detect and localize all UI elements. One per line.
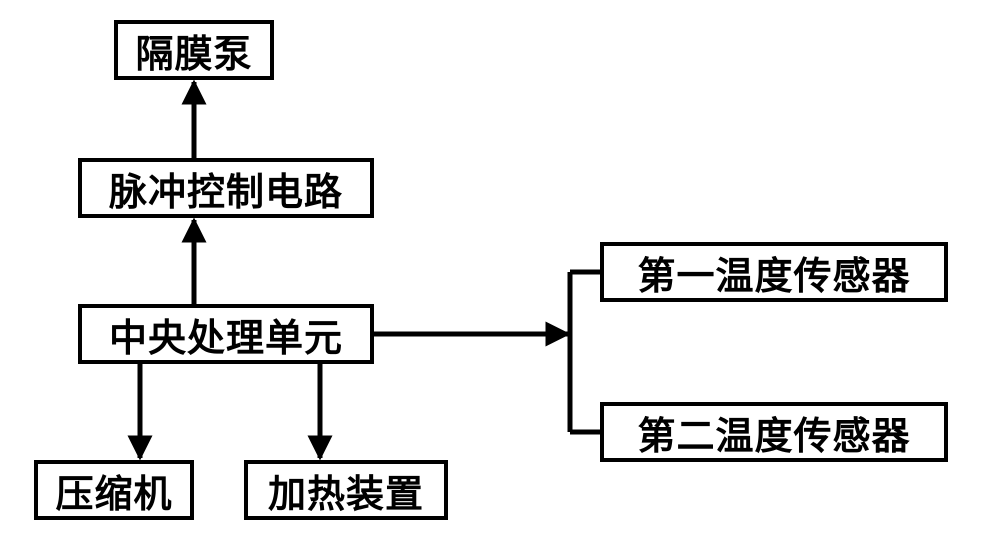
diagram-canvas: 隔膜泵 脉冲控制电路 中央处理单元 压缩机 加热装置 第一温度传感器 第二温度传… bbox=[0, 0, 1000, 560]
edge-cpu-to-temp-sensors bbox=[374, 272, 600, 432]
edges-layer bbox=[0, 0, 1000, 560]
